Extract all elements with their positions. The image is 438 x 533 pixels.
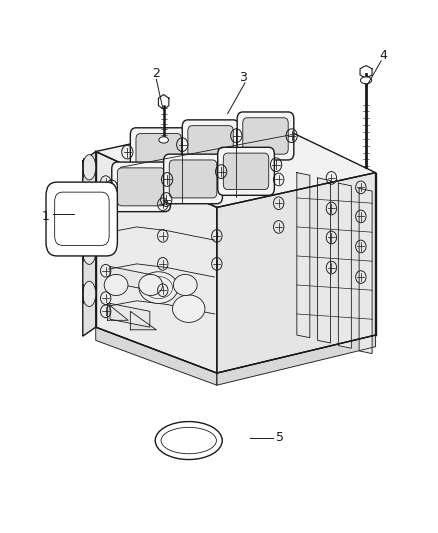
Polygon shape (96, 116, 375, 207)
FancyBboxPatch shape (188, 126, 233, 162)
FancyBboxPatch shape (223, 153, 269, 190)
Ellipse shape (83, 281, 96, 306)
Ellipse shape (173, 274, 197, 295)
Ellipse shape (139, 274, 162, 295)
FancyBboxPatch shape (131, 128, 187, 176)
Polygon shape (217, 335, 375, 385)
FancyBboxPatch shape (182, 120, 239, 168)
Text: 2: 2 (152, 68, 160, 80)
Text: 1: 1 (42, 210, 50, 223)
Polygon shape (110, 303, 150, 327)
Polygon shape (131, 311, 156, 330)
Polygon shape (96, 327, 217, 385)
FancyBboxPatch shape (55, 192, 109, 245)
FancyBboxPatch shape (218, 147, 274, 195)
Polygon shape (338, 183, 351, 348)
Ellipse shape (173, 295, 205, 322)
Polygon shape (96, 151, 217, 373)
FancyBboxPatch shape (136, 134, 181, 170)
Polygon shape (297, 173, 310, 338)
Text: 4: 4 (379, 49, 387, 62)
Polygon shape (107, 303, 128, 320)
FancyBboxPatch shape (117, 168, 165, 206)
FancyBboxPatch shape (169, 160, 217, 198)
Text: 5: 5 (276, 431, 283, 445)
Polygon shape (83, 151, 96, 336)
Polygon shape (318, 178, 331, 343)
FancyBboxPatch shape (46, 182, 117, 256)
Ellipse shape (155, 422, 222, 459)
FancyBboxPatch shape (112, 162, 170, 212)
FancyBboxPatch shape (243, 118, 288, 154)
Ellipse shape (139, 272, 178, 303)
Ellipse shape (159, 137, 168, 143)
Polygon shape (359, 189, 372, 353)
Ellipse shape (83, 197, 96, 222)
Ellipse shape (360, 77, 372, 84)
FancyBboxPatch shape (164, 154, 223, 204)
Ellipse shape (83, 155, 96, 180)
Ellipse shape (104, 274, 128, 295)
Ellipse shape (83, 239, 96, 264)
FancyBboxPatch shape (237, 112, 294, 160)
Text: 3: 3 (239, 71, 247, 84)
Polygon shape (217, 173, 375, 373)
Polygon shape (110, 266, 150, 290)
